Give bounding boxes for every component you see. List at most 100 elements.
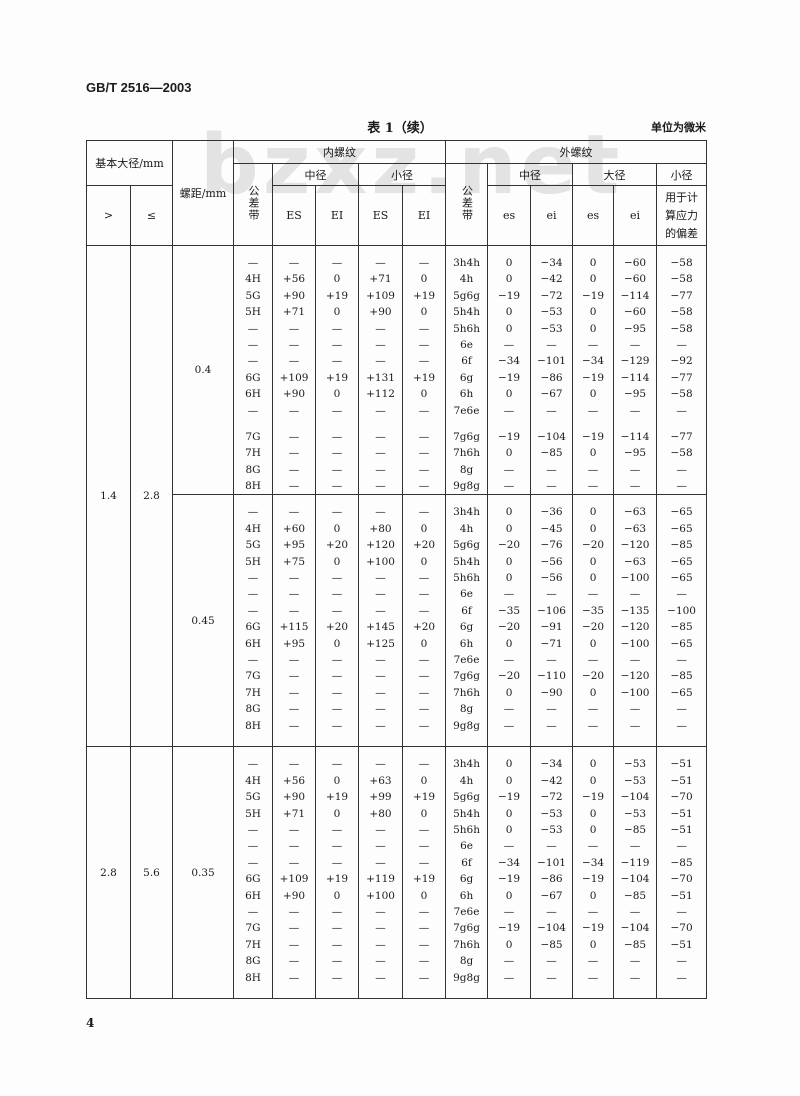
table-cell: 8g bbox=[459, 955, 474, 968]
table-cell: +109 bbox=[279, 873, 309, 886]
table-cell: — bbox=[375, 905, 386, 918]
table-cell: — bbox=[418, 955, 430, 968]
table-cell: 6f bbox=[461, 856, 472, 869]
table-cell: −104 bbox=[620, 791, 650, 804]
table-cell: 0 bbox=[420, 388, 428, 401]
basic-diameter-gt: 2.8 bbox=[86, 746, 131, 1000]
table-cell: — bbox=[418, 686, 430, 699]
table-cell: 5H bbox=[245, 306, 261, 319]
value-column: −51 −51 −70 −51 −51 — −85 −70 −51 — −70 −51 — — bbox=[656, 746, 708, 1000]
table-cell: 6G bbox=[245, 371, 261, 384]
table-cell: — bbox=[375, 758, 386, 771]
table-cell: 0 bbox=[333, 522, 341, 535]
table-cell: — bbox=[288, 703, 300, 716]
table-cell: — bbox=[288, 355, 300, 368]
table-cell: — bbox=[247, 604, 259, 617]
table-cell: −19 bbox=[497, 791, 521, 804]
table-cell: — bbox=[503, 480, 515, 493]
table-cell: 0 bbox=[589, 572, 597, 585]
table-cell: 5G bbox=[245, 539, 261, 552]
table-cell: — bbox=[629, 653, 641, 666]
table-cell: 5h4h bbox=[453, 306, 480, 319]
header-internal-pitch-diameter: 中径 bbox=[272, 163, 360, 186]
table-cell: −100 bbox=[620, 686, 650, 699]
table-cell: — bbox=[418, 506, 430, 519]
table-cell: — bbox=[418, 719, 430, 732]
table-cell: — bbox=[418, 824, 430, 837]
table-cell: +109 bbox=[279, 371, 309, 384]
table-cell: +20 bbox=[412, 539, 436, 552]
table-cell: — bbox=[676, 463, 687, 476]
table-cell: — bbox=[418, 322, 430, 335]
header-internal-tolerance-band: 公差带 bbox=[233, 163, 274, 246]
table-cell: 7G bbox=[245, 430, 261, 443]
table-cell: — bbox=[288, 404, 300, 417]
table-cell: −104 bbox=[537, 430, 566, 443]
table-cell: 7G bbox=[245, 670, 261, 683]
table-cell: −58 bbox=[670, 388, 693, 401]
table-cell: — bbox=[629, 971, 641, 984]
pitch-value: 0.35 bbox=[172, 746, 235, 1000]
table-cell: 0 bbox=[505, 889, 513, 902]
table-cell: — bbox=[288, 670, 300, 683]
table-cell: −19 bbox=[497, 371, 521, 384]
table-cell: −120 bbox=[620, 539, 650, 552]
table-cell: +19 bbox=[412, 791, 436, 804]
table-cell: +56 bbox=[282, 774, 306, 787]
table-cell: +90 bbox=[282, 289, 306, 302]
table-cell: — bbox=[676, 955, 687, 968]
header-basic-major-diameter: 基本大径/mm bbox=[85, 140, 174, 186]
header-external-minor-diameter: 小径 bbox=[656, 163, 708, 186]
table-cell: — bbox=[546, 971, 557, 984]
table-cell: — bbox=[375, 355, 386, 368]
table-cell: +112 bbox=[366, 388, 395, 401]
table-cell: −20 bbox=[497, 670, 521, 683]
value-column: 0 0 −20 0 0 — −35 −20 0 — −20 0 — — bbox=[572, 494, 615, 748]
table-cell: 0 bbox=[589, 686, 597, 699]
table-cell: −100 bbox=[620, 572, 650, 585]
table-cell: 6G bbox=[245, 873, 261, 886]
table-cell: 0 bbox=[505, 637, 513, 650]
value-column: — 0 +20 0 — — — +20 0 — — — — — bbox=[315, 494, 360, 748]
tolerance-table: 基本大径/mm 螺距/mm 内螺纹 外螺纹 公差带 中径 小径 公差带 中径 大… bbox=[85, 140, 708, 1000]
table-cell: −70 bbox=[670, 873, 693, 886]
table-cell: 6H bbox=[245, 388, 261, 401]
table-cell: — bbox=[587, 840, 599, 853]
table-cell: — bbox=[418, 588, 430, 601]
table-cell: — bbox=[629, 480, 641, 493]
table-cell: 8G bbox=[245, 463, 261, 476]
table-cell: 6g bbox=[459, 621, 474, 634]
table-cell: — bbox=[503, 404, 515, 417]
table-cell: — bbox=[375, 955, 386, 968]
value-column: 0 0 −19 0 0 — −34 −19 0 — −19 0 — — bbox=[572, 746, 615, 1000]
table-cell: — bbox=[418, 703, 430, 716]
table-cell: — bbox=[247, 758, 259, 771]
table-cell: — bbox=[375, 703, 386, 716]
table-cell: — bbox=[288, 653, 300, 666]
table-cell: — bbox=[418, 670, 430, 683]
table-cell: −51 bbox=[670, 938, 693, 951]
pitch-value: 0.4 bbox=[172, 244, 235, 496]
table-cell: −85 bbox=[670, 621, 693, 634]
table-cell: 7G bbox=[245, 922, 261, 935]
table-cell: — bbox=[587, 905, 599, 918]
table-cell: 5G bbox=[245, 791, 261, 804]
table-cell: — bbox=[375, 447, 386, 460]
table-cell: −34 bbox=[540, 257, 563, 269]
table-cell: 0 bbox=[420, 637, 428, 650]
table-cell: 0 bbox=[420, 807, 428, 820]
table-cell: 6e bbox=[460, 588, 473, 601]
table-cell: — bbox=[418, 938, 430, 951]
table-cell: 7g6g bbox=[453, 922, 480, 935]
table-cell: −67 bbox=[540, 889, 563, 902]
table-cell: −20 bbox=[581, 539, 605, 552]
table-cell: 0 bbox=[589, 522, 597, 535]
table-cell: −19 bbox=[581, 873, 605, 886]
table-cell: — bbox=[288, 588, 300, 601]
table-cell: 0 bbox=[589, 637, 597, 650]
table-cell: — bbox=[418, 653, 430, 666]
table-cell: 6f bbox=[461, 355, 472, 368]
table-cell: — bbox=[331, 588, 343, 601]
table-cell: −85 bbox=[623, 824, 647, 837]
table-cell: — bbox=[503, 955, 515, 968]
